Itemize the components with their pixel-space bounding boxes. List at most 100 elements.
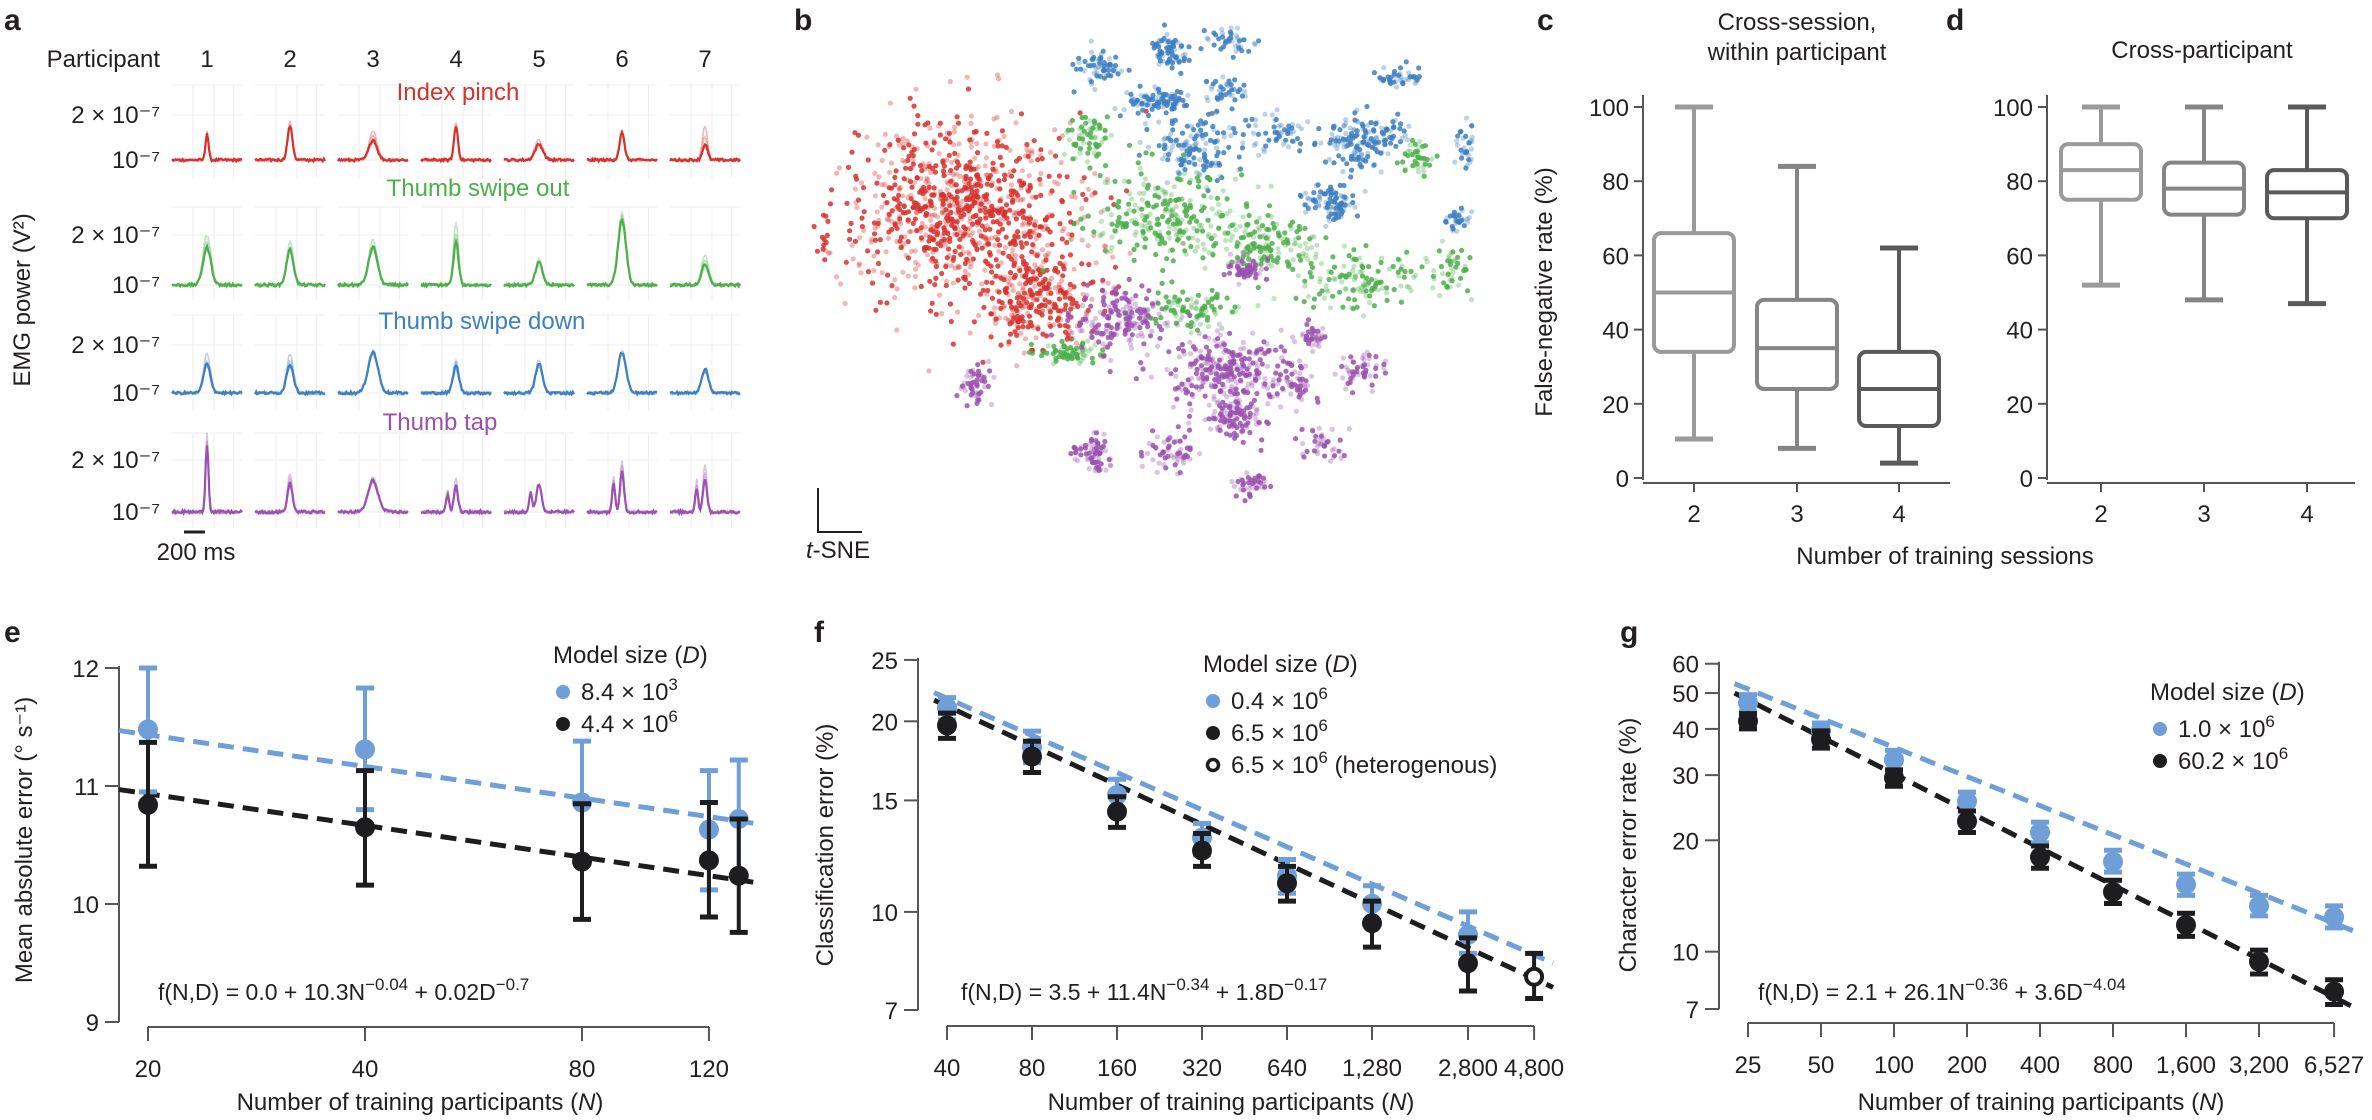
tsne-point (1071, 189, 1077, 195)
tsne-point (901, 145, 907, 151)
tsne-point (1269, 112, 1275, 118)
tsne-point (875, 142, 881, 148)
data-point (937, 710, 957, 741)
tsne-point (1155, 95, 1161, 101)
data-point (2249, 892, 2269, 919)
tsne-point (1329, 131, 1335, 137)
tsne-point (1265, 401, 1271, 407)
tsne-point (1200, 241, 1206, 247)
tsne-point (968, 120, 974, 126)
tsne-point (1141, 190, 1147, 196)
tsne-point (995, 263, 1001, 269)
tsne-point (1337, 182, 1343, 188)
tsne-point (926, 184, 932, 190)
tsne-point (1194, 366, 1200, 372)
tsne-point (943, 263, 949, 270)
tsne-point (940, 191, 946, 197)
tsne-point (1201, 246, 1207, 252)
tsne-point (991, 374, 997, 380)
tsne-point (943, 196, 949, 202)
tsne-point (1160, 52, 1166, 59)
tsne-point (1337, 206, 1344, 212)
tsne-point (895, 204, 901, 210)
tsne-point (1126, 67, 1132, 73)
tsne-point (896, 192, 902, 198)
mean-trace (420, 363, 492, 397)
tsne-point (1018, 330, 1024, 336)
x-tick-label: 400 (2020, 1052, 2060, 1079)
tsne-point (1140, 234, 1146, 240)
tsne-point (1305, 195, 1311, 201)
tsne-point (991, 143, 997, 149)
tsne-point (1029, 148, 1035, 154)
tsne-point (1226, 423, 1232, 429)
tsne-point (871, 268, 877, 274)
tsne-point (950, 172, 957, 178)
tsne-point (1199, 203, 1205, 209)
tsne-point (1235, 304, 1242, 310)
tsne-point (886, 143, 892, 149)
tsne-point (1401, 128, 1407, 134)
tsne-point (1089, 56, 1095, 62)
tsne-point (1011, 168, 1017, 174)
tsne-point (1463, 115, 1470, 121)
x-axis-title: Number of training participants (N) (237, 1089, 604, 1116)
tsne-point (1394, 84, 1400, 90)
tsne-point (1048, 332, 1054, 338)
tsne-point (1103, 467, 1109, 473)
tsne-point (1362, 283, 1368, 289)
tsne-point (1159, 280, 1165, 286)
tsne-point (1264, 363, 1271, 369)
tsne-point (1135, 333, 1141, 339)
tsne-point (1032, 283, 1038, 290)
tsne-point (940, 201, 946, 207)
tsne-point (1227, 251, 1234, 257)
tsne-point (1086, 145, 1092, 151)
tsne-point (1408, 287, 1414, 293)
x-tick-label: 800 (2093, 1052, 2133, 1079)
tsne-point (1070, 61, 1076, 67)
tsne-point (1150, 442, 1156, 449)
tsne-point (1066, 210, 1072, 216)
tsne-point (1017, 268, 1023, 274)
tsne-point (1360, 126, 1366, 132)
tsne-point (1001, 304, 1007, 310)
tsne-point (1064, 336, 1070, 342)
tsne-point (1031, 138, 1037, 144)
tsne-point (1176, 142, 1182, 148)
tsne-point (975, 200, 981, 206)
tsne-point (1286, 261, 1292, 267)
x-axis-title: Number of training participants (N) (1858, 1089, 2225, 1116)
tsne-point (1252, 42, 1258, 48)
tsne-point (984, 181, 990, 187)
mean-trace (171, 133, 243, 164)
tsne-point (1421, 173, 1427, 179)
tsne-point (1180, 97, 1186, 104)
tsne-point (1156, 194, 1162, 200)
tsne-point (852, 186, 859, 192)
marker (1811, 729, 1831, 750)
tsne-point (856, 262, 862, 268)
tsne-point (1162, 142, 1168, 148)
tsne-point (1031, 230, 1037, 236)
box-4 (2265, 104, 2349, 307)
tsne-point (958, 213, 964, 220)
tsne-point (1159, 237, 1165, 243)
tsne-point (1314, 242, 1320, 248)
tsne-point (899, 244, 905, 250)
tsne-point (950, 257, 956, 263)
tsne-point (1331, 453, 1338, 459)
y-tick-label: 20 (871, 709, 898, 736)
legend-marker (1206, 694, 1220, 708)
tsne-point (949, 177, 955, 184)
tsne-point (1436, 248, 1442, 254)
tsne-point (1021, 350, 1027, 356)
tsne-point (1060, 273, 1066, 279)
tsne-point (1137, 83, 1143, 89)
tsne-point (974, 400, 980, 406)
tsne-point (1344, 161, 1350, 167)
tsne-point (876, 174, 882, 180)
tsne-point (1178, 42, 1185, 48)
tsne-point (1196, 170, 1202, 177)
tsne-point (1176, 354, 1182, 360)
